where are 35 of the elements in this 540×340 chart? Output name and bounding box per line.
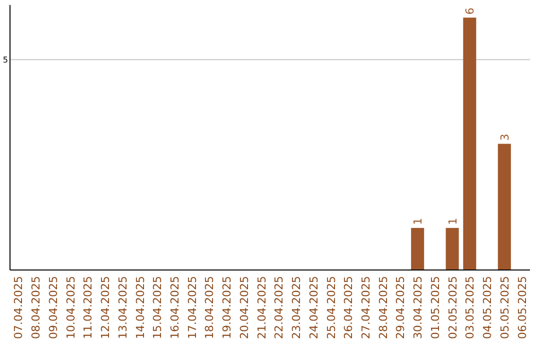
x-tick-label: 25.04.2025 (324, 276, 338, 339)
x-tick-label: 01.05.2025 (428, 276, 442, 339)
x-tick-label: 17.04.2025 (186, 276, 199, 339)
data-label: 1 (446, 218, 460, 225)
x-tick-label: 22.04.2025 (272, 276, 286, 339)
x-tick-label: 13.04.2025 (116, 276, 130, 339)
x-tick-label: 14.04.2025 (134, 276, 147, 339)
x-tick-label: 26.04.2025 (342, 276, 356, 339)
x-tick-label: 19.04.2025 (220, 276, 234, 339)
x-tick-label: 06.05.2025 (516, 276, 529, 339)
y-tick-label: 5 (2, 55, 8, 64)
x-tick-label: 10.04.2025 (64, 276, 78, 339)
x-tick-label: 02.05.2025 (446, 276, 460, 339)
x-tick-label: 24.04.2025 (307, 276, 320, 339)
x-tick-label: 30.04.2025 (412, 276, 425, 339)
x-tick-label: 29.04.2025 (394, 276, 408, 339)
x-tick-label: 04.05.2025 (481, 276, 494, 339)
x-tick-label: 07.04.2025 (12, 276, 26, 339)
x-tick-label: 08.04.2025 (30, 276, 43, 339)
x-tick-label: 18.04.2025 (203, 276, 216, 339)
data-label: 6 (464, 8, 477, 15)
x-tick-label: 09.04.2025 (46, 276, 60, 339)
x-tick-label: 27.04.2025 (359, 276, 372, 339)
x-tick-label: 23.04.2025 (290, 276, 304, 339)
x-tick-label: 28.04.2025 (376, 276, 390, 339)
x-tick-label: 11.04.2025 (82, 276, 95, 339)
x-tick-label: 03.05.2025 (464, 276, 477, 339)
data-label: 1 (412, 218, 425, 225)
x-tick-label: 16.04.2025 (168, 276, 182, 339)
x-tick-label: 21.04.2025 (255, 276, 268, 339)
x-tick-label: 20.04.2025 (238, 276, 251, 339)
x-tick-label: 12.04.2025 (99, 276, 112, 339)
x-tick-label: 15.04.2025 (151, 276, 164, 339)
data-label: 3 (498, 134, 512, 141)
x-tick-label: 05.05.2025 (498, 276, 512, 339)
